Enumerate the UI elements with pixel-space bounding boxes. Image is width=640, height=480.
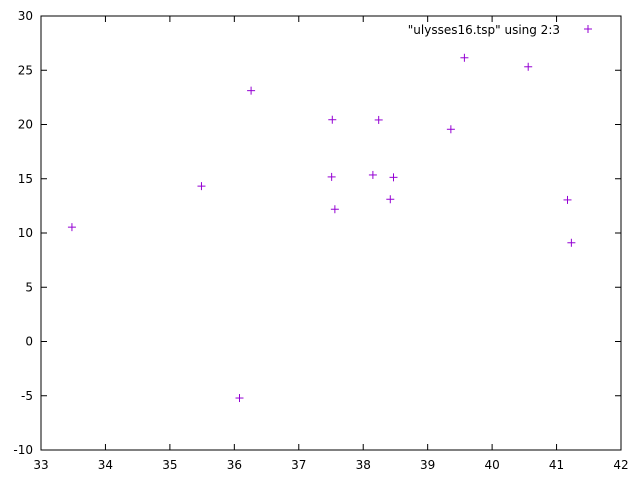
x-tick-label: 42 [613, 458, 628, 472]
y-tick-label: 0 [25, 335, 33, 349]
y-tick-label: 30 [18, 9, 33, 23]
x-tick-label: 38 [356, 458, 371, 472]
y-tick-label: 5 [25, 280, 33, 294]
x-tick-label: 40 [484, 458, 499, 472]
data-point [460, 53, 469, 62]
data-point [389, 173, 398, 182]
legend-marker-glyph [584, 25, 592, 33]
data-point [247, 86, 256, 95]
legend-marker [584, 25, 592, 33]
y-tick-label: -10 [13, 443, 33, 457]
data-point [374, 115, 383, 124]
plot-frame [40, 15, 622, 451]
data-point [328, 115, 337, 124]
legend-label: "ulysses16.tsp" using 2:3 [408, 23, 560, 37]
y-tick-label: 20 [18, 118, 33, 132]
y-tick-label: 15 [18, 172, 33, 186]
x-tick-label: 37 [291, 458, 306, 472]
data-point [524, 62, 533, 71]
data-point [197, 182, 206, 191]
data-point [386, 195, 395, 204]
data-point [67, 223, 76, 232]
x-axis: 33 34 35 36 37 38 39 40 41 42 [33, 16, 629, 472]
x-tick-label: 34 [98, 458, 113, 472]
y-tick-label: 25 [18, 63, 33, 77]
y-tick-label: -5 [21, 389, 33, 403]
x-tick-label: 33 [33, 458, 48, 472]
data-point [368, 170, 377, 179]
data-points [67, 53, 576, 403]
x-tick-label: 39 [420, 458, 435, 472]
x-tick-label: 35 [162, 458, 177, 472]
data-point [563, 195, 572, 204]
data-point [567, 238, 576, 247]
data-point [327, 172, 336, 181]
y-axis: -10 -5 0 5 10 15 20 25 30 [13, 9, 621, 457]
y-tick-label: 10 [18, 226, 33, 240]
x-tick-label: 41 [549, 458, 564, 472]
legend: "ulysses16.tsp" using 2:3 [408, 23, 592, 37]
data-point [330, 205, 339, 214]
x-tick-label: 36 [227, 458, 242, 472]
data-point [235, 394, 244, 403]
data-point [446, 125, 455, 134]
